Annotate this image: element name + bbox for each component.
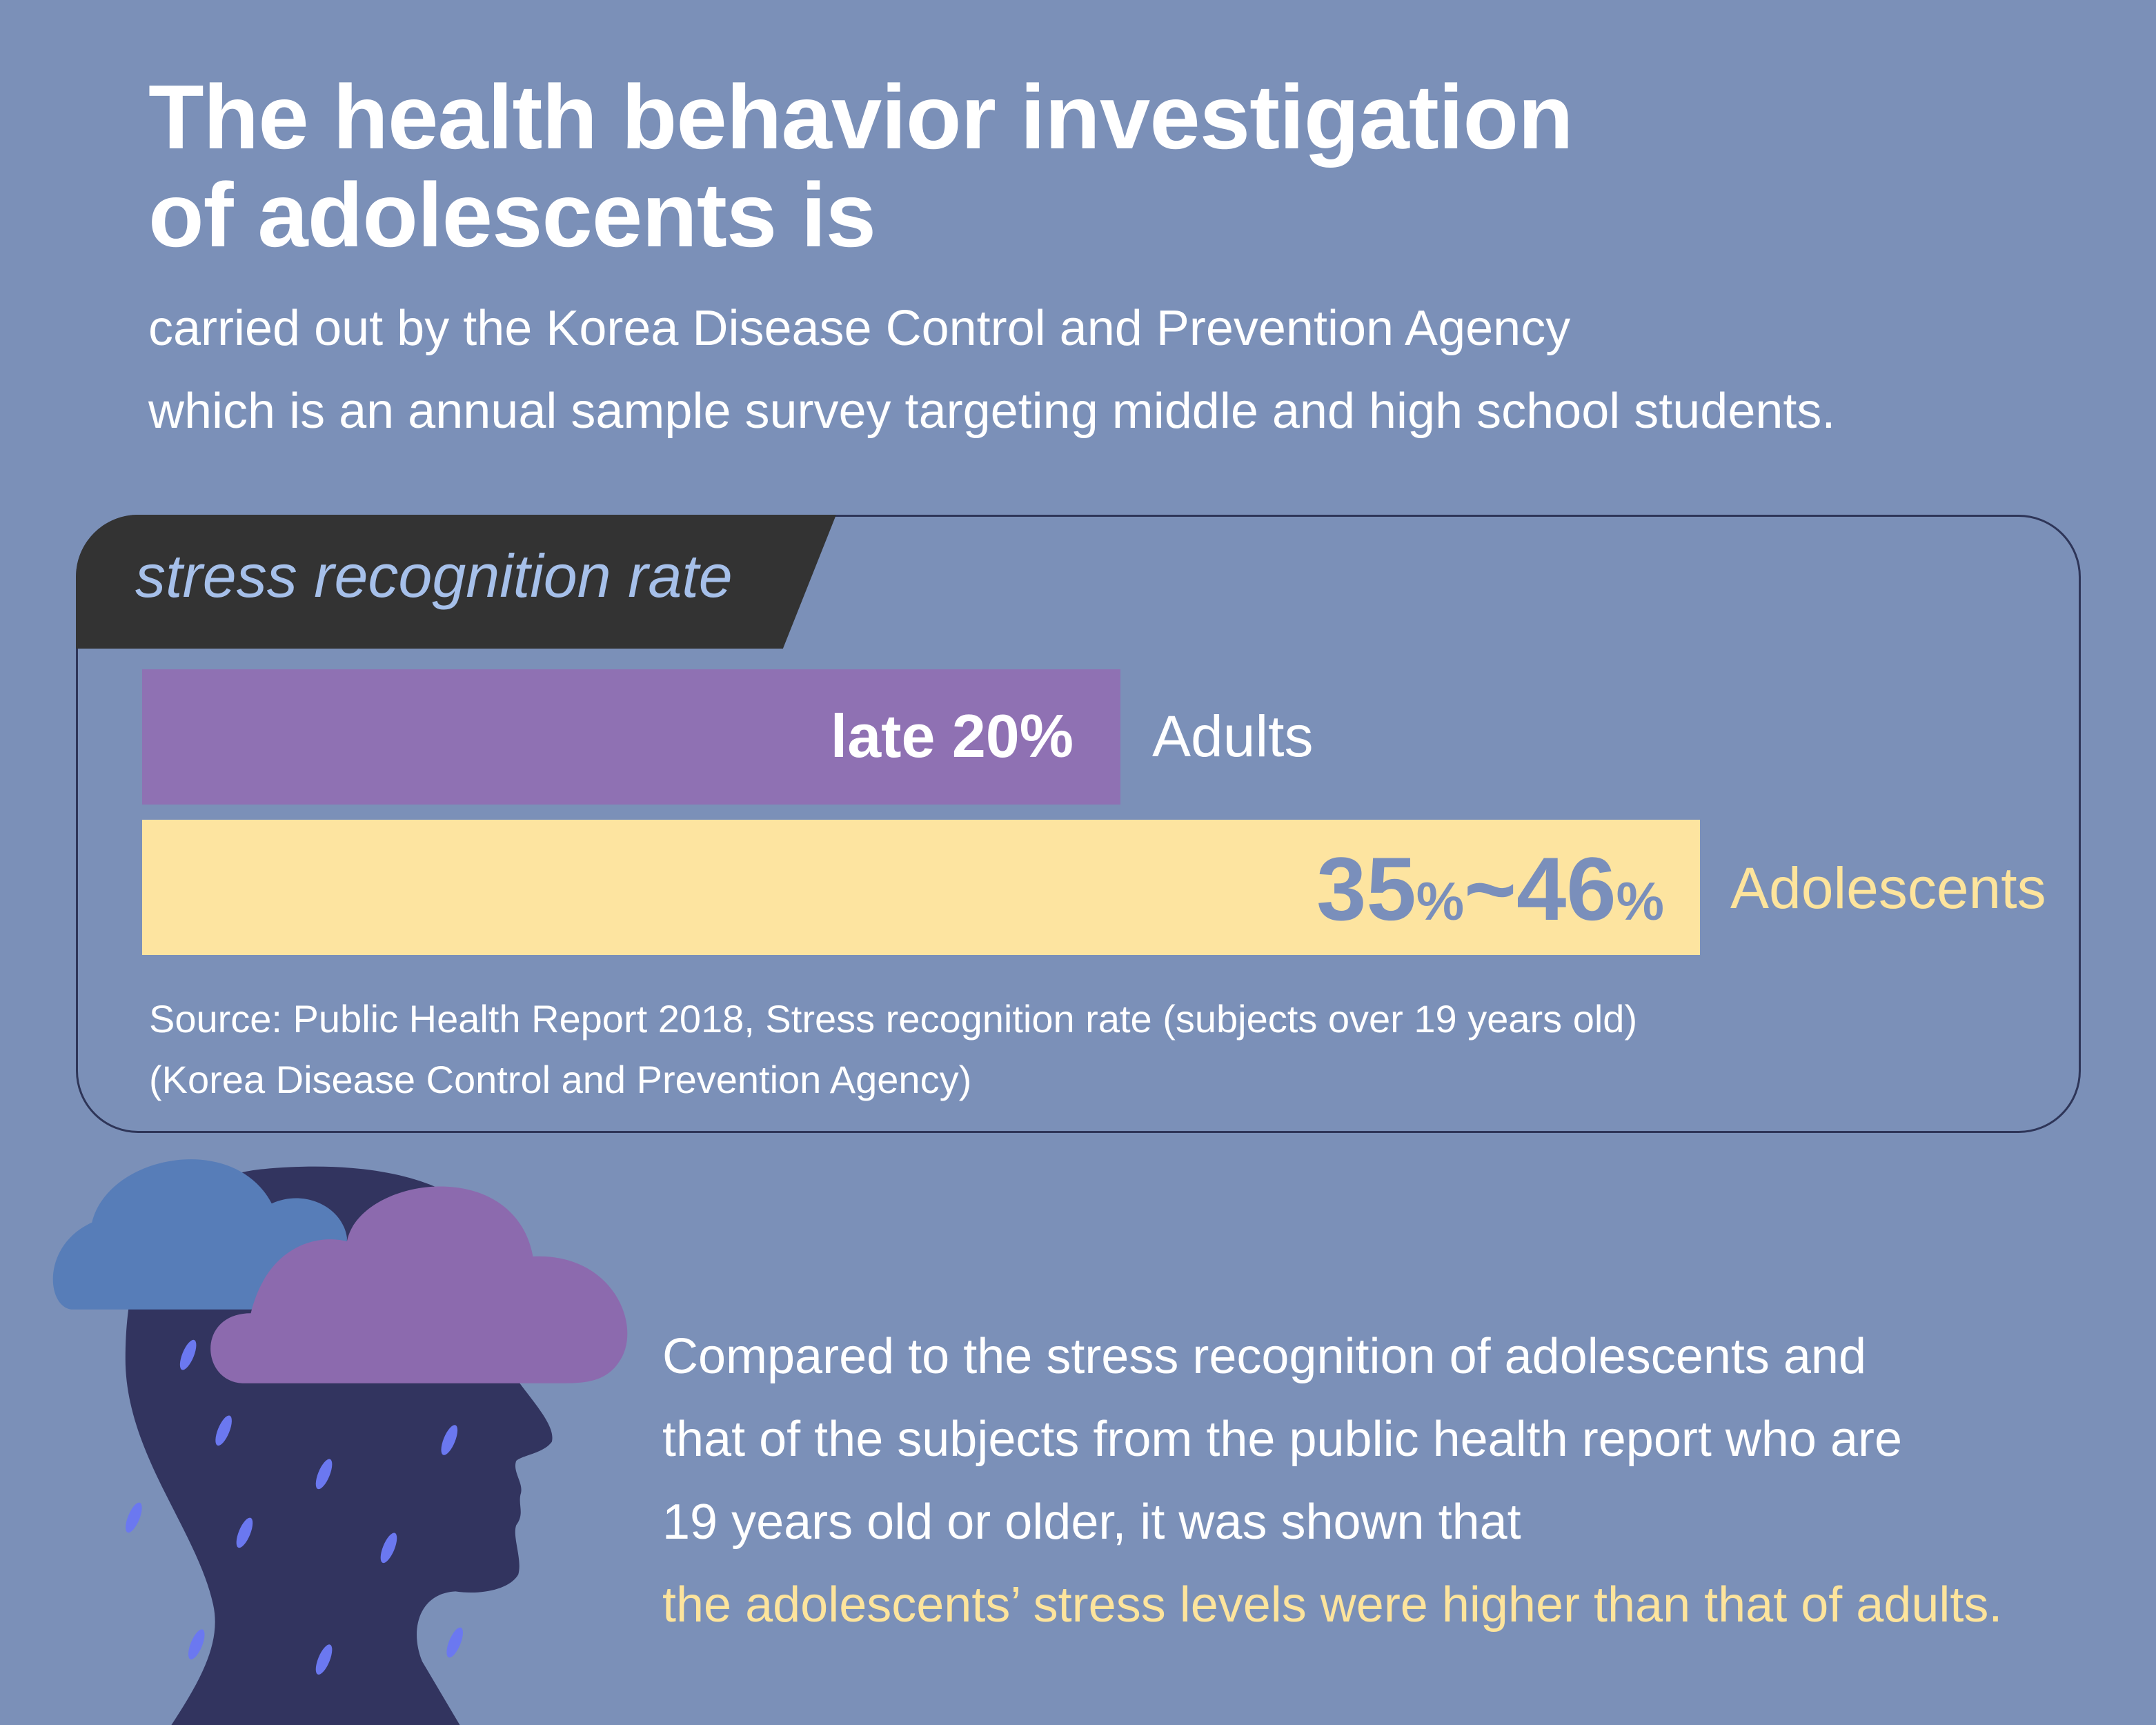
conclusion-line2: that of the subjects from the public hea… [662,1412,1903,1467]
raindrop-icon [126,1502,142,1533]
value-b: 46 [1516,838,1616,939]
head-rain-illustration [52,1159,628,1725]
category-label-adults: Adults [1152,704,1314,769]
bar-adults [142,669,1120,805]
raindrop-icon [380,1532,397,1564]
conclusion-highlight: the adolescents’ stress levels were high… [662,1577,2003,1633]
subtitle-line1: carried out by the Korea Disease Control… [148,301,1571,356]
raindrop-icon [215,1415,232,1446]
raindrops [126,1339,463,1675]
raindrop-icon [188,1629,205,1659]
page-title-line1: The health behavior investigation [148,66,1574,168]
value-sep: ~ [1464,838,1517,939]
raindrop-icon [236,1517,253,1548]
value-a-pct: % [1416,871,1465,931]
conclusion-line3: 19 years old or older, it was shown that [662,1495,1521,1550]
value-a: 35 [1316,838,1416,939]
chart-title-tab [76,515,836,649]
purple-cloud-icon [210,1186,628,1383]
raindrop-icon [315,1459,333,1490]
raindrop-icon [179,1339,197,1370]
source-line1: Source: Public Health Report 2018, Stres… [149,997,1638,1041]
category-label-adolescents: Adolescents [1730,856,2046,920]
raindrop-icon [441,1425,458,1455]
value-label-adults: late 20% [830,702,1074,770]
page-title-line2: of adolescents is [148,164,876,266]
raindrop-icon [446,1627,463,1658]
bar-adolescents [142,820,1700,955]
chart-title: stress recognition rate [135,542,733,610]
value-b-pct: % [1616,871,1664,931]
raindrop-icon [315,1644,333,1675]
value-label-adolescents: 35%~46% [1316,840,1664,965]
source-line2: (Korea Disease Control and Prevention Ag… [149,1058,972,1101]
conclusion-line1: Compared to the stress recognition of ad… [662,1329,1867,1384]
subtitle-line2: which is an annual sample survey targeti… [148,384,1836,439]
chart-panel [76,515,2081,1133]
